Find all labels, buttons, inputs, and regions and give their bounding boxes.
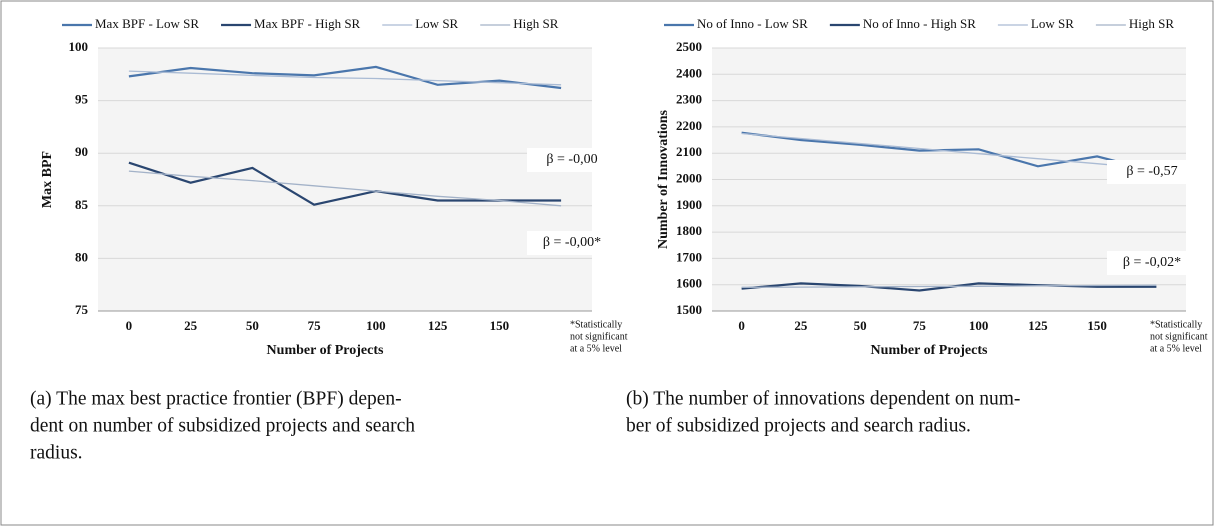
- x-tick-label: 50: [854, 318, 867, 333]
- caption: radius.: [30, 442, 83, 463]
- annotation: β = -0,00: [546, 152, 597, 167]
- legend-label: Low SR: [1031, 16, 1074, 31]
- x-tick-label: 75: [913, 318, 927, 333]
- y-tick-label: 1600: [676, 276, 702, 291]
- caption: (b) The number of innovations dependent …: [626, 388, 1020, 409]
- x-tick-label: 100: [366, 318, 386, 333]
- trend-line: [128, 170, 562, 207]
- x-axis-title: Number of Projects: [267, 343, 384, 358]
- x-tick-label: 150: [490, 318, 510, 333]
- data-line: [741, 131, 1157, 173]
- data-line: [128, 65, 562, 90]
- legend-label: No of Inno - Low SR: [697, 16, 808, 31]
- annotation-box: [1107, 251, 1197, 275]
- y-tick-label: 95: [75, 92, 89, 107]
- legend-label: No of Inno - High SR: [863, 16, 976, 31]
- y-tick-label: 85: [75, 197, 89, 212]
- y-tick-label: 1500: [676, 302, 702, 317]
- caption: ber of subsidized projects and search ra…: [626, 415, 971, 436]
- x-tick-label: 0: [126, 318, 133, 333]
- annotation-box: [527, 148, 617, 172]
- legend-label: High SR: [513, 16, 558, 31]
- footnote: at a 5% level: [1150, 343, 1202, 354]
- y-tick-label: 2000: [676, 170, 702, 185]
- y-tick-label: 2300: [676, 92, 702, 107]
- x-tick-label: 25: [184, 318, 198, 333]
- y-tick-label: 2100: [676, 144, 702, 159]
- y-tick-label: 75: [75, 302, 89, 317]
- trend-line: [741, 284, 1157, 288]
- y-tick-label: 80: [75, 249, 88, 264]
- y-tick-label: 2400: [676, 65, 702, 80]
- annotation: β = -0,00*: [543, 235, 601, 250]
- y-tick-label: 1900: [676, 197, 702, 212]
- footnote: *Statistically: [1150, 319, 1202, 330]
- x-tick-label: 125: [428, 318, 448, 333]
- caption: (a) The max best practice frontier (BPF)…: [30, 388, 402, 409]
- y-axis-title: Number of Innovations: [656, 109, 671, 249]
- y-tick-label: 100: [69, 39, 89, 54]
- x-tick-label: 125: [1028, 318, 1048, 333]
- annotation-box: [1107, 160, 1197, 184]
- footnote: *Statistically: [570, 319, 622, 330]
- footnote: at a 5% level: [570, 343, 622, 354]
- annotation-box: [527, 231, 617, 255]
- annotation: β = -0,57: [1126, 164, 1177, 179]
- x-tick-label: 50: [246, 318, 259, 333]
- legend-label: High SR: [1129, 16, 1174, 31]
- y-tick-label: 90: [75, 144, 88, 159]
- y-axis-title: Max BPF: [40, 151, 55, 208]
- caption: dent on number of subsidized projects an…: [30, 415, 415, 436]
- footnote: not significant: [570, 331, 628, 342]
- y-tick-label: 2200: [676, 118, 702, 133]
- annotation: β = -0,02*: [1123, 255, 1181, 270]
- x-tick-label: 25: [794, 318, 808, 333]
- y-tick-label: 1700: [676, 249, 702, 264]
- legend-label: Max BPF - Low SR: [95, 16, 199, 31]
- plot-area: [98, 48, 592, 311]
- x-tick-label: 75: [308, 318, 322, 333]
- x-tick-label: 150: [1087, 318, 1107, 333]
- trend-line: [128, 70, 562, 86]
- footnote: not significant: [1150, 331, 1208, 342]
- legend-label: Max BPF - High SR: [254, 16, 361, 31]
- x-axis-title: Number of Projects: [871, 343, 988, 358]
- trend-line: [741, 132, 1157, 170]
- legend-label: Low SR: [415, 16, 458, 31]
- y-tick-label: 1800: [676, 223, 702, 238]
- data-line: [128, 161, 562, 206]
- y-tick-label: 2500: [676, 39, 702, 54]
- x-tick-label: 0: [738, 318, 745, 333]
- x-tick-label: 100: [969, 318, 989, 333]
